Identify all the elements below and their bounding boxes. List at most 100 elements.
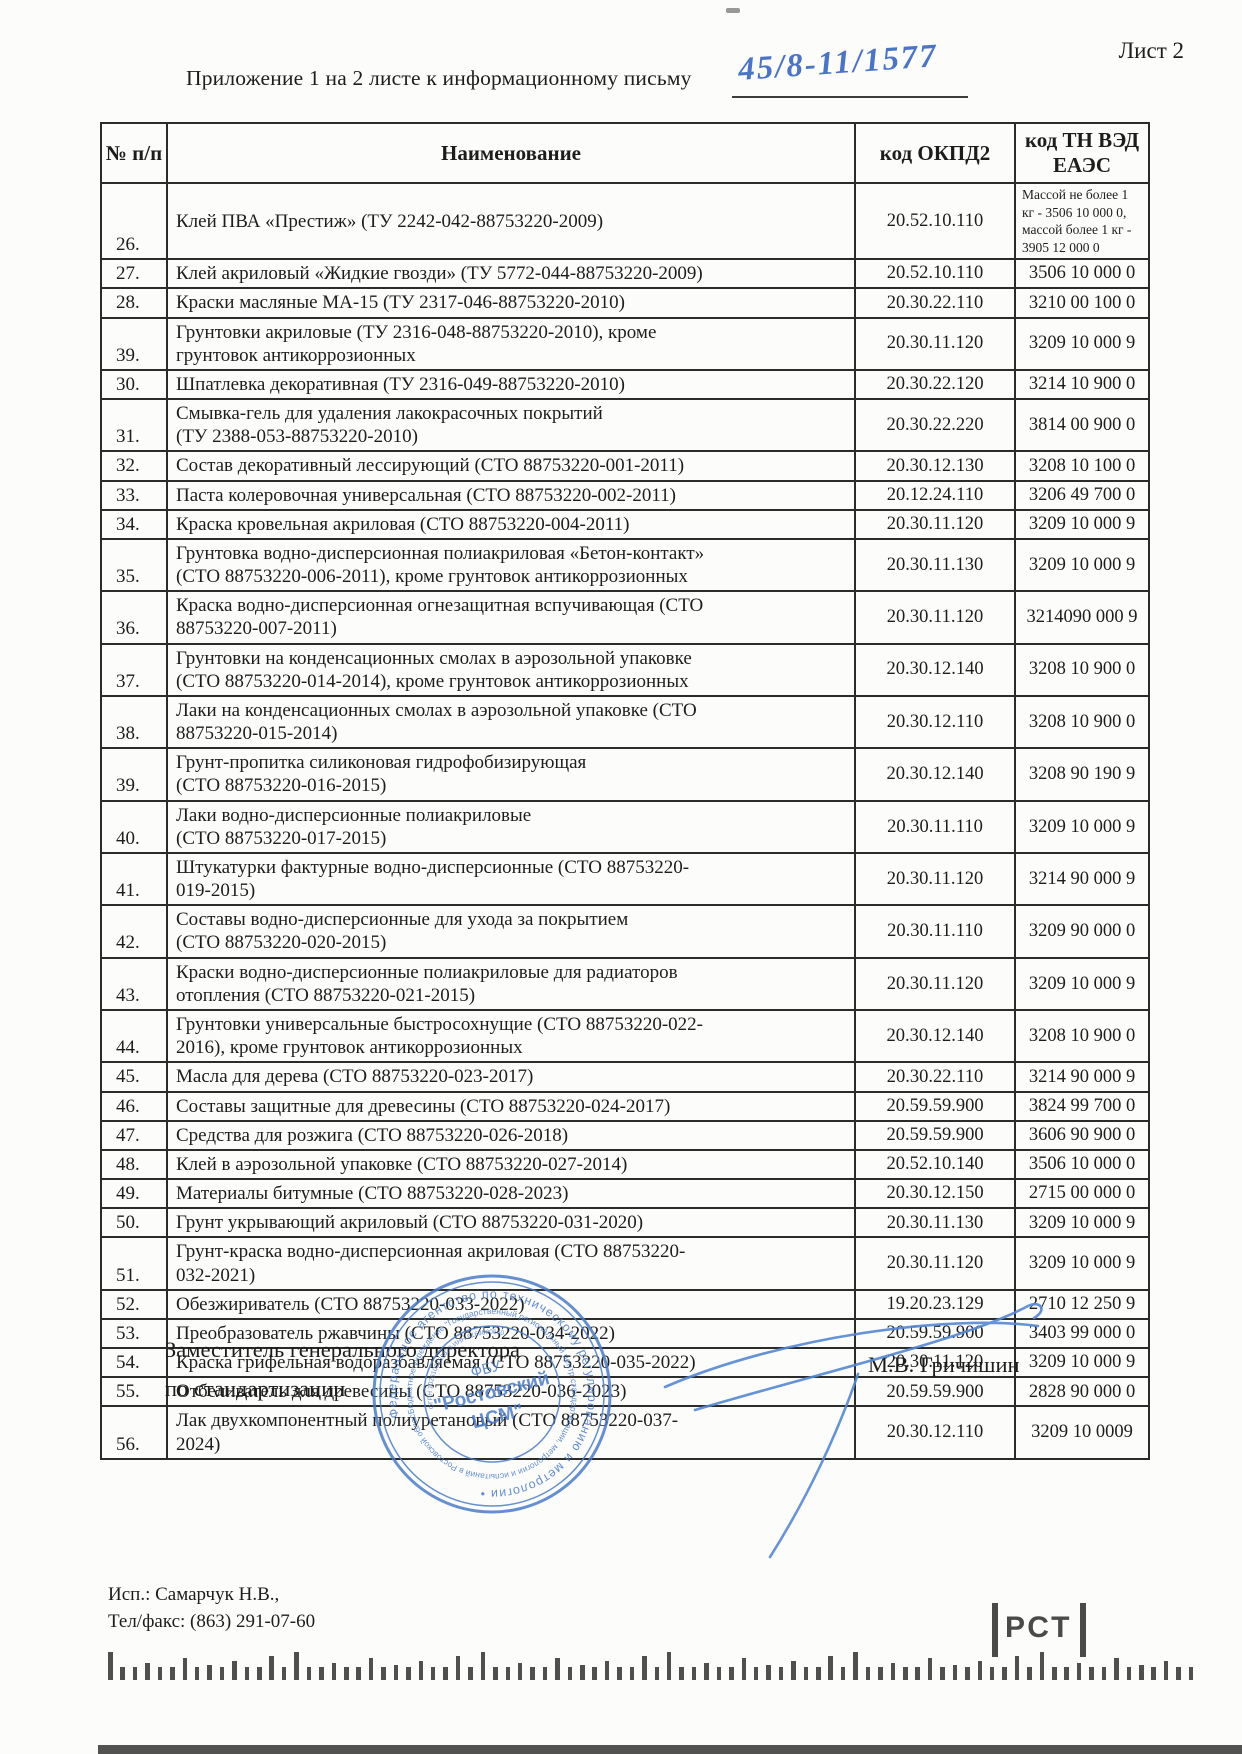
row-name: Составы водно-дисперсионные для ухода за… (166, 904, 856, 959)
row-number: 50. (100, 1207, 168, 1239)
executor-line: Исп.: Самарчук Н.В., (108, 1584, 280, 1605)
row-number: 42. (100, 904, 168, 959)
row-number: 49. (100, 1178, 168, 1210)
row-name: Обезжириватель (СТО 88753220-033-2022) (166, 1288, 856, 1320)
row-tnved: 3506 10 000 0 (1014, 258, 1150, 290)
rst-certification-mark: РСТ (992, 1603, 1086, 1657)
table-row: 54. Краска грифельная водоразбавляемая (… (100, 1347, 1150, 1379)
table-row: 30. Шпатлевка декоративная (ТУ 2316-049-… (100, 368, 1150, 401)
table-row: 38. Лаки на конденсационных смолах в аэр… (100, 694, 1150, 750)
row-name: Смывка-гель для удаления лакокрасочных п… (166, 398, 856, 453)
row-tnved: 2715 00 000 0 (1014, 1178, 1150, 1210)
row-tnved: 3214 10 900 0 (1014, 368, 1150, 401)
row-tnved: 3214 90 000 9 (1014, 1061, 1150, 1093)
signer-position-line1: Заместитель генерального директора (165, 1337, 520, 1362)
row-tnved: 3209 10 000 9 (1014, 799, 1150, 854)
row-tnved: 3210 00 100 0 (1014, 287, 1150, 319)
row-okpd2: 20.30.12.110 (854, 1405, 1016, 1460)
row-okpd2: 20.30.12.150 (854, 1178, 1016, 1210)
row-number: 43. (100, 956, 168, 1012)
sheet-number-label: Лист 2 (1118, 38, 1184, 63)
row-number: 37. (100, 642, 168, 697)
table-row: 36. Краска водно-дисперсионная огнезащит… (100, 590, 1150, 645)
row-number: 56. (100, 1405, 168, 1460)
row-okpd2: 20.30.22.110 (854, 287, 1016, 319)
row-tnved: 3206 49 700 0 (1014, 479, 1150, 511)
row-number: 47. (100, 1119, 168, 1151)
table-row: 41. Штукатурки фактурные водно-дисперсио… (100, 851, 1150, 907)
header-row-number: № п/п (100, 122, 168, 184)
row-number: 54. (100, 1347, 168, 1379)
rst-right-bar (1079, 1603, 1086, 1657)
row-name: Лак двухкомпонентный полиуретановый (СТО… (166, 1405, 856, 1460)
row-name: Лаки водно-дисперсионные полиакриловые (… (166, 799, 856, 854)
signature-ink (663, 1302, 1043, 1559)
row-number: 46. (100, 1090, 168, 1122)
row-tnved: 3209 10 000 9 (1014, 1236, 1150, 1291)
table-row: 49. Материалы битумные (СТО 88753220-028… (100, 1178, 1150, 1210)
row-okpd2: 20.59.59.900 (854, 1090, 1016, 1122)
row-okpd2: 20.30.11.120 (854, 1236, 1016, 1291)
row-okpd2: 20.30.11.110 (854, 904, 1016, 959)
row-name: Отбеливатель для древесины (СТО 88753220… (166, 1376, 856, 1408)
row-number: 32. (100, 450, 168, 482)
row-tnved: 3209 90 000 0 (1014, 904, 1150, 959)
table-header-row: № п/п Наименование код ОКПД2 код ТН ВЭД … (100, 122, 1150, 184)
row-name: Средства для розжига (СТО 88753220-026-2… (166, 1119, 856, 1151)
table-row: 39. Грунтовки акриловые (ТУ 2316-048-887… (100, 316, 1150, 371)
row-okpd2: 20.30.12.140 (854, 642, 1016, 697)
row-okpd2: 20.30.11.130 (854, 1207, 1016, 1239)
letter-number-underline (732, 96, 968, 98)
table-row: 28. Краски масляные МА-15 (ТУ 2317-046-8… (100, 287, 1150, 319)
row-tnved: 3403 99 000 0 (1014, 1317, 1150, 1350)
row-name: Краски масляные МА-15 (ТУ 2317-046-88753… (166, 287, 856, 319)
row-name: Клей ПВА «Престиж» (ТУ 2242-042-88753220… (166, 181, 856, 261)
row-tnved: 3209 10 000 9 (1014, 508, 1150, 540)
handwritten-letter-number: 45/8-11/1577 (736, 38, 940, 88)
row-tnved: 3208 10 900 0 (1014, 1008, 1150, 1064)
row-tnved: 3209 10 000 9 (1014, 537, 1150, 593)
row-okpd2: 20.59.59.900 (854, 1119, 1016, 1151)
row-number: 35. (100, 537, 168, 593)
table-row: 43. Краски водно-дисперсионные полиакрил… (100, 956, 1150, 1012)
table-row: 52. Обезжириватель (СТО 88753220-033-202… (100, 1288, 1150, 1320)
row-okpd2: 20.30.12.140 (854, 747, 1016, 802)
row-number: 28. (100, 287, 168, 319)
row-okpd2: 20.52.10.110 (854, 181, 1016, 261)
row-tnved: 2828 90 000 0 (1014, 1376, 1150, 1408)
row-name: Грунт-пропитка силиконовая гидрофобизиру… (166, 747, 856, 802)
table-row: 51. Грунт-краска водно-дисперсионная акр… (100, 1236, 1150, 1291)
row-name: Масла для дерева (СТО 88753220-023-2017) (166, 1061, 856, 1093)
row-name: Паста колеровочная универсальная (СТО 88… (166, 479, 856, 511)
row-okpd2: 20.30.11.120 (854, 316, 1016, 371)
table-row: 46. Составы защитные для древесины (СТО … (100, 1090, 1150, 1122)
row-number: 39. (100, 316, 168, 371)
stamp-center-fbu: ФБУ (469, 1357, 503, 1381)
row-okpd2: 20.30.11.120 (854, 851, 1016, 907)
signer-name: М.В. Гричишин (868, 1352, 1020, 1377)
row-okpd2: 20.30.11.120 (854, 956, 1016, 1012)
row-name: Клей акриловый «Жидкие гвозди» (ТУ 5772-… (166, 258, 856, 290)
row-number: 41. (100, 851, 168, 907)
row-name: Материалы битумные (СТО 88753220-028-202… (166, 1178, 856, 1210)
row-okpd2: 19.20.23.129 (854, 1288, 1016, 1320)
row-number: 44. (100, 1008, 168, 1064)
row-okpd2: 20.30.11.120 (854, 590, 1016, 645)
row-tnved: 3209 10 000 9 (1014, 316, 1150, 371)
table-row: 32. Состав декоративный лессирующий (СТО… (100, 450, 1150, 482)
table-row: 48. Клей в аэрозольной упаковке (СТО 887… (100, 1148, 1150, 1181)
row-tnved: 3824 99 700 0 (1014, 1090, 1150, 1122)
row-tnved: 3506 10 000 0 (1014, 1148, 1150, 1181)
rst-text: РСТ (1005, 1611, 1073, 1644)
row-number: 40. (100, 799, 168, 854)
row-tnved: 3208 90 190 9 (1014, 747, 1150, 802)
row-name: Краска кровельная акриловая (СТО 8875322… (166, 508, 856, 540)
row-name: Краски водно-дисперсионные полиакриловые… (166, 956, 856, 1012)
row-number: 36. (100, 590, 168, 645)
table-row: 55. Отбеливатель для древесины (СТО 8875… (100, 1376, 1150, 1408)
product-table-body: 26. Клей ПВА «Престиж» (ТУ 2242-042-8875… (100, 181, 1150, 1460)
row-number: 34. (100, 508, 168, 540)
table-row: 33. Паста колеровочная универсальная (СТ… (100, 479, 1150, 511)
row-okpd2: 20.30.11.120 (854, 508, 1016, 540)
